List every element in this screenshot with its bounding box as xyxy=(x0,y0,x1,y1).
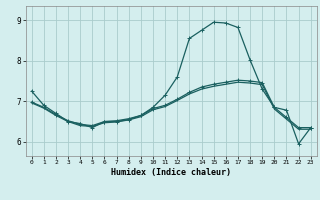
X-axis label: Humidex (Indice chaleur): Humidex (Indice chaleur) xyxy=(111,168,231,177)
